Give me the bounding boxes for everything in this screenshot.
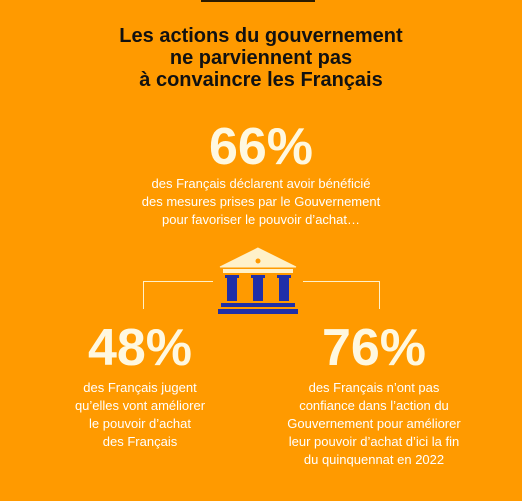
top-decorative-rule: [201, 0, 315, 2]
right-connector-horizontal: [303, 281, 380, 282]
right-connector-vertical: [379, 281, 380, 309]
right-stat-line-5: du quinquennat en 2022: [303, 452, 445, 467]
main-stat-description: des Français déclarent avoir bénéficié d…: [0, 175, 522, 229]
right-stat-line-3: Gouvernement pour améliorer: [287, 416, 461, 431]
left-stat-line-2: qu’elles vont améliorer: [74, 398, 206, 413]
left-stat-description: des Français jugent qu’elles vont amélio…: [45, 379, 235, 451]
right-stat-description: des Français n’ont pas confiance dans l’…: [284, 379, 464, 469]
left-stat-line-1: des Français jugent: [83, 380, 197, 395]
main-stat-value: 66%: [208, 118, 314, 176]
left-stat-line-4: des Français: [102, 434, 178, 449]
left-connector-horizontal: [143, 281, 213, 282]
left-stat-line-3: le pouvoir d’achat: [89, 416, 191, 431]
page-title: Les actions du gouvernement ne parvienne…: [0, 25, 522, 91]
main-stat-line-2: des mesures prises par le Gouvernement: [141, 194, 381, 209]
right-stat-line-4: leur pouvoir d’achat d’ici la fin: [288, 434, 460, 449]
main-stat-line-3: pour favoriser le pouvoir d’achat…: [162, 212, 360, 227]
left-connector-vertical: [143, 281, 144, 309]
main-stat-line-1: des Français déclarent avoir bénéficié: [151, 176, 371, 191]
right-stat-line-2: confiance dans l’action du: [299, 398, 449, 413]
government-building-icon: [218, 247, 298, 314]
title-line-3: à convaincre les Français: [139, 69, 383, 91]
right-stat-value: 76%: [321, 319, 427, 377]
title-line-2: ne parviennent pas: [169, 47, 353, 69]
left-stat-value: 48%: [87, 319, 193, 377]
title-line-1: Les actions du gouvernement: [119, 25, 403, 47]
right-stat-line-1: des Français n’ont pas: [308, 380, 440, 395]
